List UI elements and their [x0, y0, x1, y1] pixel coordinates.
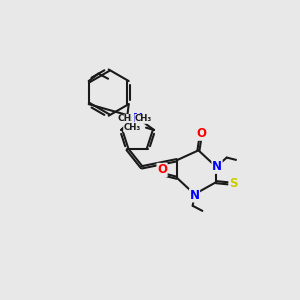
Text: O: O [157, 164, 167, 176]
Text: N: N [133, 112, 142, 124]
Text: N: N [190, 189, 200, 202]
Text: O: O [196, 127, 206, 140]
Text: CH₃: CH₃ [124, 123, 141, 132]
Text: CH₃: CH₃ [117, 114, 136, 123]
Text: CH₃: CH₃ [135, 114, 152, 123]
Text: S: S [229, 177, 238, 190]
Text: N: N [212, 160, 222, 173]
